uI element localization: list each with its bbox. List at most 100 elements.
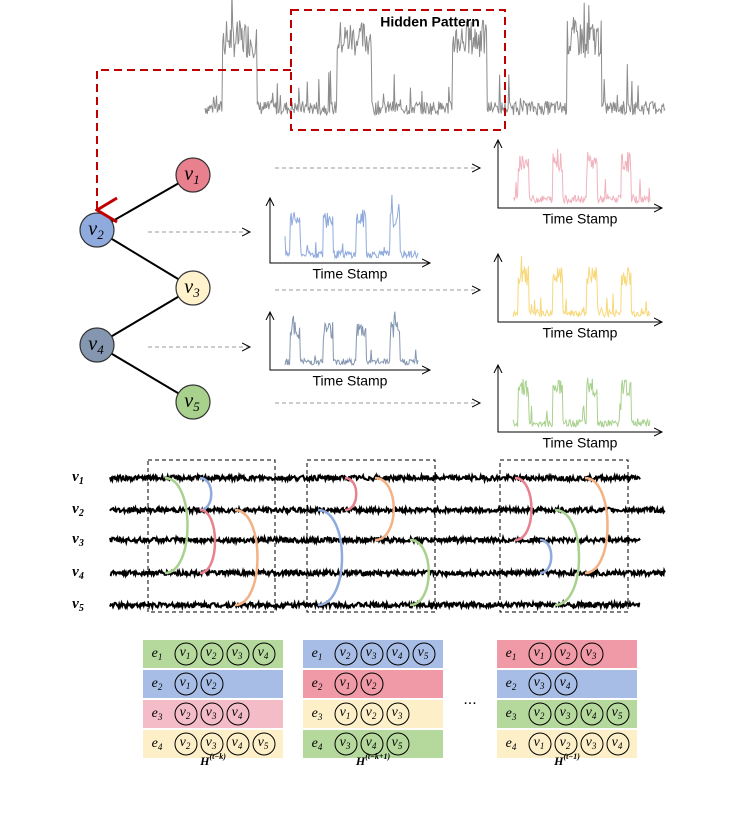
- member-circle: [174, 702, 198, 726]
- member-label: v4: [612, 735, 623, 751]
- member-label-index: 3: [539, 681, 545, 691]
- member-circle: [226, 702, 250, 726]
- member-label: v4: [258, 645, 269, 661]
- member-label: v5: [392, 735, 403, 751]
- hyperedge-row: [303, 730, 443, 758]
- member-circle: [580, 732, 604, 756]
- series-line: [284, 194, 419, 260]
- row-label: v4: [72, 564, 84, 582]
- member-label: v3: [366, 645, 377, 661]
- node-label-index: 4: [97, 342, 104, 357]
- row-label: v2: [72, 501, 84, 519]
- matrix-caption: H(t−k+1): [355, 752, 391, 768]
- member-label-base: v: [232, 735, 239, 750]
- row-label-base: v: [72, 469, 79, 485]
- member-label-base: v: [560, 735, 567, 750]
- edge-label-index: 2: [318, 682, 323, 692]
- member-label-base: v: [232, 645, 239, 660]
- member-label-index: 1: [346, 681, 351, 691]
- graph-edge: [96, 344, 194, 403]
- member-label-base: v: [258, 735, 265, 750]
- hyperedge-arc: [344, 476, 358, 512]
- member-label-index: 4: [618, 741, 623, 751]
- member-label-base: v: [560, 645, 567, 660]
- window-box: [147, 459, 276, 613]
- member-label-index: 2: [212, 681, 217, 691]
- edge-label: e1: [312, 646, 323, 662]
- member-label: v4: [232, 705, 243, 721]
- hyperedge-row: [303, 700, 443, 728]
- hyperedge-row: [497, 640, 637, 668]
- member-label-index: 3: [591, 741, 597, 751]
- member-circle: [386, 732, 410, 756]
- row-label-index: 5: [79, 603, 84, 614]
- graph-edge: [96, 229, 194, 289]
- node-label-base: v: [184, 390, 193, 412]
- edge-label: e3: [506, 706, 517, 722]
- edge-label: e3: [312, 706, 323, 722]
- member-label-index: 1: [540, 651, 545, 661]
- plot-axes: [497, 140, 662, 208]
- member-label-base: v: [232, 705, 239, 720]
- plot-xlabel: Time Stamp: [313, 373, 388, 389]
- member-label: v3: [586, 645, 597, 661]
- hyperedge-arc: [234, 508, 259, 607]
- member-label-base: v: [258, 645, 265, 660]
- hidden-pattern-label: Hidden Pattern: [380, 14, 480, 30]
- series-line: [109, 598, 641, 612]
- member-label-base: v: [392, 705, 399, 720]
- series-line: [284, 311, 419, 367]
- plot-axes: [497, 254, 662, 322]
- member-label-index: 3: [591, 651, 597, 661]
- member-circle: [412, 642, 436, 666]
- member-circle: [200, 642, 224, 666]
- row-label-index: 3: [78, 538, 84, 549]
- row-label: v3: [72, 531, 84, 549]
- member-label-base: v: [586, 645, 593, 660]
- row-label-index: 1: [79, 476, 84, 487]
- series-line: [109, 503, 666, 517]
- row-label-index: 4: [78, 571, 84, 582]
- member-circle: [554, 732, 578, 756]
- member-label-index: 3: [211, 711, 217, 721]
- member-circle: [360, 732, 384, 756]
- member-label: v5: [612, 705, 623, 721]
- node-label-index: 3: [192, 285, 200, 300]
- hyperedge-arc: [317, 508, 344, 607]
- member-label: v5: [258, 735, 269, 751]
- member-label: v2: [340, 645, 351, 661]
- member-label-index: 5: [264, 741, 269, 751]
- member-label-index: 2: [186, 711, 191, 721]
- row-label-base: v: [72, 564, 79, 580]
- edge-label: e4: [152, 736, 163, 752]
- member-label-index: 3: [371, 651, 377, 661]
- member-label-base: v: [418, 645, 425, 660]
- member-label-index: 2: [186, 741, 191, 751]
- member-label: v3: [534, 675, 545, 691]
- member-circle: [386, 642, 410, 666]
- member-circle: [334, 732, 358, 756]
- edge-label-base: e: [312, 646, 318, 661]
- member-label-index: 1: [186, 681, 191, 691]
- edge-label-base: e: [152, 736, 158, 751]
- member-label: v2: [206, 645, 217, 661]
- member-label: v2: [180, 735, 191, 751]
- edge-label-base: e: [152, 706, 158, 721]
- edge-label-index: 4: [512, 742, 517, 752]
- row-label-index: 2: [78, 508, 84, 519]
- member-label-index: 5: [398, 741, 403, 751]
- member-label: v3: [340, 735, 351, 751]
- member-label-index: 2: [566, 651, 571, 661]
- member-circle: [252, 732, 276, 756]
- member-label: v1: [534, 645, 545, 661]
- node-label: v4: [88, 333, 104, 357]
- hyperedge-row: [143, 700, 283, 728]
- member-circle: [174, 672, 198, 696]
- member-label: v1: [534, 735, 545, 751]
- edge-label-index: 1: [158, 652, 163, 662]
- member-label: v3: [206, 735, 217, 751]
- member-label-base: v: [366, 675, 373, 690]
- hyperedge-arc: [199, 508, 217, 575]
- graph-node: [79, 327, 115, 363]
